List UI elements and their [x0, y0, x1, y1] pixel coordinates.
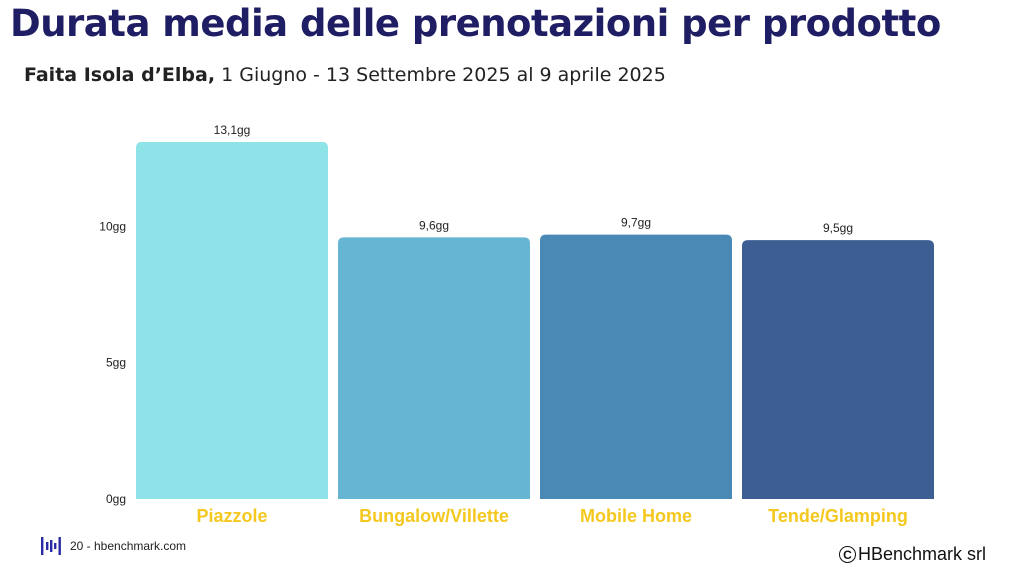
- x-category-label: Tende/Glamping: [768, 506, 908, 526]
- copyright-icon: C: [838, 546, 856, 563]
- bar-chart: 0gg 5gg 10gg 13,1gg Piazzole 9,6gg Bungalow/Vi…: [99, 123, 934, 526]
- page-title: Durata media delle prenotazioni per prod…: [10, 2, 941, 45]
- y-tick-label: 5gg: [106, 356, 126, 370]
- page-subtitle: Faita Isola d’Elba, 1 Giugno - 13 Settem…: [24, 64, 666, 86]
- y-tick-label: 10gg: [99, 219, 126, 233]
- bar: [742, 240, 934, 499]
- data-label: 13,1gg: [214, 123, 251, 137]
- footer-brand: HBenchmark srl: [857, 544, 986, 564]
- data-label: 9,6gg: [419, 218, 449, 232]
- footer-page-info: 20 - hbenchmark.com: [40, 536, 186, 556]
- x-category-label: Mobile Home: [580, 506, 692, 526]
- y-tick-label: 0gg: [106, 492, 126, 506]
- x-category-label: Bungalow/Villette: [359, 506, 509, 526]
- bar: [136, 142, 328, 499]
- data-label: 9,5gg: [823, 221, 853, 235]
- subtitle-location: Faita Isola d’Elba,: [24, 64, 216, 86]
- subtitle-period: 1 Giugno - 13 Settembre 2025 al 9 aprile…: [215, 64, 666, 86]
- footer-page-text: 20 - hbenchmark.com: [70, 539, 187, 553]
- hbenchmark-logo-icon: [41, 537, 61, 555]
- footer-copyright: C HBenchmark srl: [838, 544, 986, 565]
- bar: [540, 234, 732, 499]
- bar: [338, 237, 530, 499]
- data-label: 9,7gg: [621, 216, 651, 230]
- x-category-label: Piazzole: [196, 506, 267, 526]
